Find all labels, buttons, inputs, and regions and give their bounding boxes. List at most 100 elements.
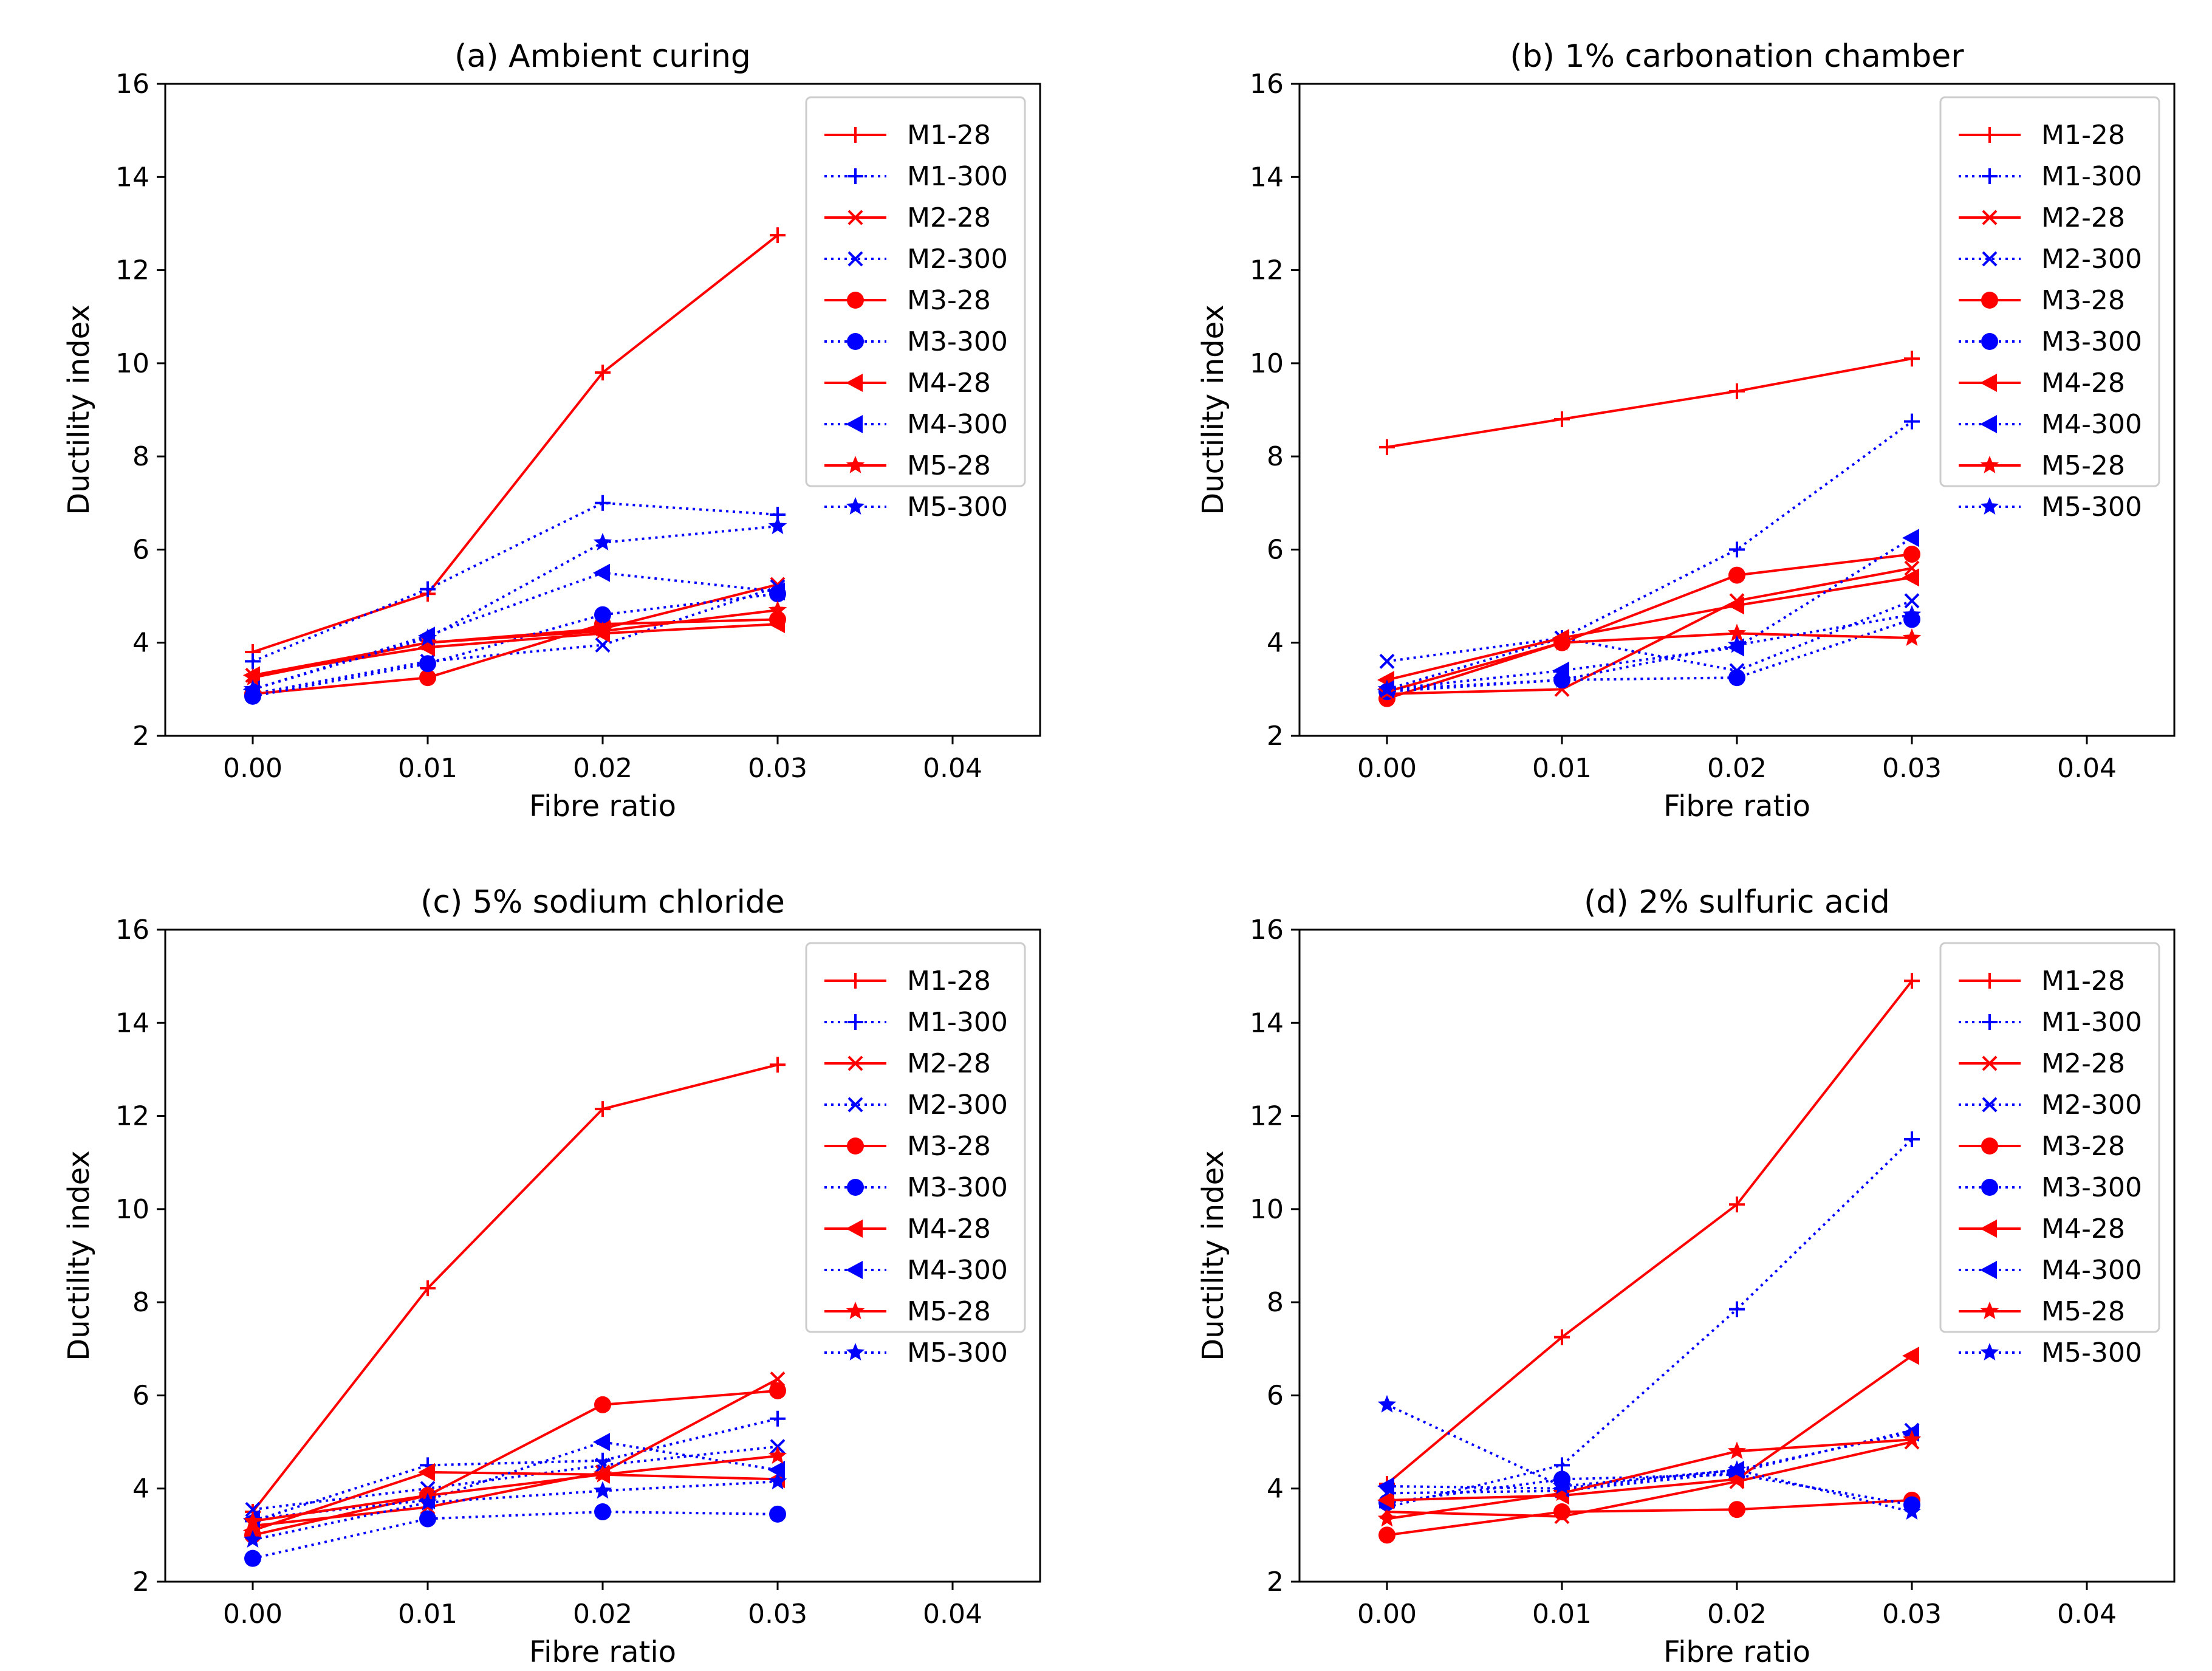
y-tick-label: 16 — [1250, 69, 1284, 100]
y-tick-label: 10 — [1250, 348, 1284, 379]
data-point — [1554, 1457, 1570, 1474]
legend-label: M2-28 — [907, 202, 991, 233]
data-point — [1728, 669, 1745, 687]
data-point — [1904, 1131, 1920, 1147]
data-point — [1377, 679, 1397, 698]
marker-shape — [1728, 1501, 1745, 1518]
data-point — [1554, 1329, 1570, 1345]
marker-shape — [846, 456, 865, 473]
legend-marker — [847, 127, 863, 143]
x-tick-label: 0.01 — [1532, 753, 1592, 784]
legend-label: M5-300 — [907, 492, 1008, 523]
chart-title: (a) Ambient curing — [454, 38, 751, 75]
plot-frame — [164, 83, 1041, 737]
legend-item: M5-28 — [824, 450, 991, 481]
marker-shape — [594, 1503, 611, 1521]
data-point — [768, 1446, 787, 1464]
chart-title: (d) 2% sulfuric acid — [1584, 884, 1890, 921]
marker-shape — [1903, 546, 1920, 563]
legend-label: M3-300 — [2041, 1172, 2142, 1203]
series-line — [1386, 1138, 1913, 1509]
data-point — [1728, 1501, 1745, 1518]
legend-label: M1-300 — [907, 161, 1008, 192]
series-M3-28 — [244, 611, 786, 703]
series-line — [252, 234, 779, 653]
marker-shape — [419, 669, 436, 687]
series-M4-300 — [243, 563, 785, 699]
marker-shape — [1982, 1097, 1998, 1113]
chart-panel-1: (b) 1% carbonation chamber 2 4 6 8 10 12 14 16 0.… — [1196, 38, 2176, 823]
marker-shape — [1377, 1477, 1394, 1495]
legend-label: M3-28 — [2041, 285, 2125, 316]
data-point — [1902, 605, 1922, 623]
legend-item: M2-300 — [824, 1089, 1008, 1120]
marker-shape — [1982, 168, 1998, 184]
legend-label: M5-300 — [907, 1337, 1008, 1368]
marker-shape — [1981, 1137, 1998, 1155]
legend-item: M3-300 — [1959, 1172, 2142, 1203]
x-tick-label: 0.00 — [223, 753, 282, 784]
series-M4-28 — [243, 615, 785, 685]
series-line — [1386, 1354, 1913, 1501]
plot-area — [1377, 973, 1922, 1544]
marker-shape — [1980, 1220, 1997, 1238]
marker-shape — [1728, 566, 1745, 584]
data-point — [1379, 439, 1395, 455]
series-line — [1386, 1498, 1912, 1537]
marker-shape — [244, 1549, 261, 1567]
y-tick-label: 14 — [1250, 162, 1284, 193]
legend-item: M4-300 — [1959, 409, 2142, 440]
y-tick-label: 14 — [115, 162, 149, 193]
x-tick-label: 0.00 — [1357, 753, 1417, 784]
legend-label: M4-28 — [2041, 368, 2125, 399]
data-point — [1902, 529, 1919, 547]
series-M1-28 — [1379, 973, 1920, 1492]
series-line — [252, 525, 778, 691]
marker-shape — [846, 497, 865, 515]
x-tick-label: 0.01 — [398, 753, 457, 784]
series-line — [252, 1417, 778, 1523]
series-line — [252, 618, 778, 695]
marker-shape — [847, 333, 864, 350]
legend-marker — [1982, 210, 1998, 225]
marker-shape — [1729, 1301, 1745, 1317]
legend-item: M2-28 — [1959, 202, 2125, 233]
marker-shape — [847, 1097, 863, 1113]
y-tick-label: 2 — [132, 1566, 149, 1597]
marker-shape — [1904, 593, 1920, 609]
legend-label: M3-300 — [2041, 326, 2142, 357]
marker-shape — [1379, 439, 1395, 455]
legend-marker — [846, 415, 863, 433]
legend-item: M5-28 — [1959, 450, 2125, 481]
marker-shape — [1902, 568, 1919, 587]
y-tick-label: 12 — [1250, 1101, 1284, 1132]
marker-shape — [1554, 1329, 1570, 1345]
data-point — [1377, 1395, 1397, 1413]
marker-shape — [1729, 541, 1745, 558]
data-point — [594, 1503, 611, 1521]
plot-frame — [1298, 928, 2176, 1583]
marker-shape — [1982, 210, 1998, 225]
data-point — [593, 563, 610, 582]
legend-label: M1-300 — [2041, 161, 2142, 192]
marker-shape — [1904, 973, 1920, 989]
marker-shape — [1904, 351, 1920, 367]
marker-shape — [768, 1472, 787, 1490]
legend-marker — [1980, 1343, 1999, 1360]
x-tick-label: 0.04 — [923, 753, 982, 784]
marker-shape — [243, 1511, 262, 1529]
legend-label: M4-300 — [907, 1255, 1008, 1286]
data-point — [1902, 628, 1922, 646]
data-point — [419, 655, 436, 673]
series-line — [1386, 1438, 1912, 1520]
x-tick-label: 0.00 — [1357, 1599, 1417, 1630]
series-line — [252, 1480, 778, 1541]
legend-label: M2-300 — [907, 1089, 1008, 1120]
chart-title: (c) 5% sodium chloride — [420, 884, 785, 921]
x-tick-label: 0.03 — [1882, 753, 1942, 784]
legend-item: M4-300 — [824, 1255, 1008, 1286]
marker-shape — [418, 1463, 435, 1481]
legend-label: M4-28 — [907, 1213, 991, 1244]
x-tick-label: 0.04 — [2057, 753, 2117, 784]
series-M5-28 — [1377, 1430, 1922, 1527]
